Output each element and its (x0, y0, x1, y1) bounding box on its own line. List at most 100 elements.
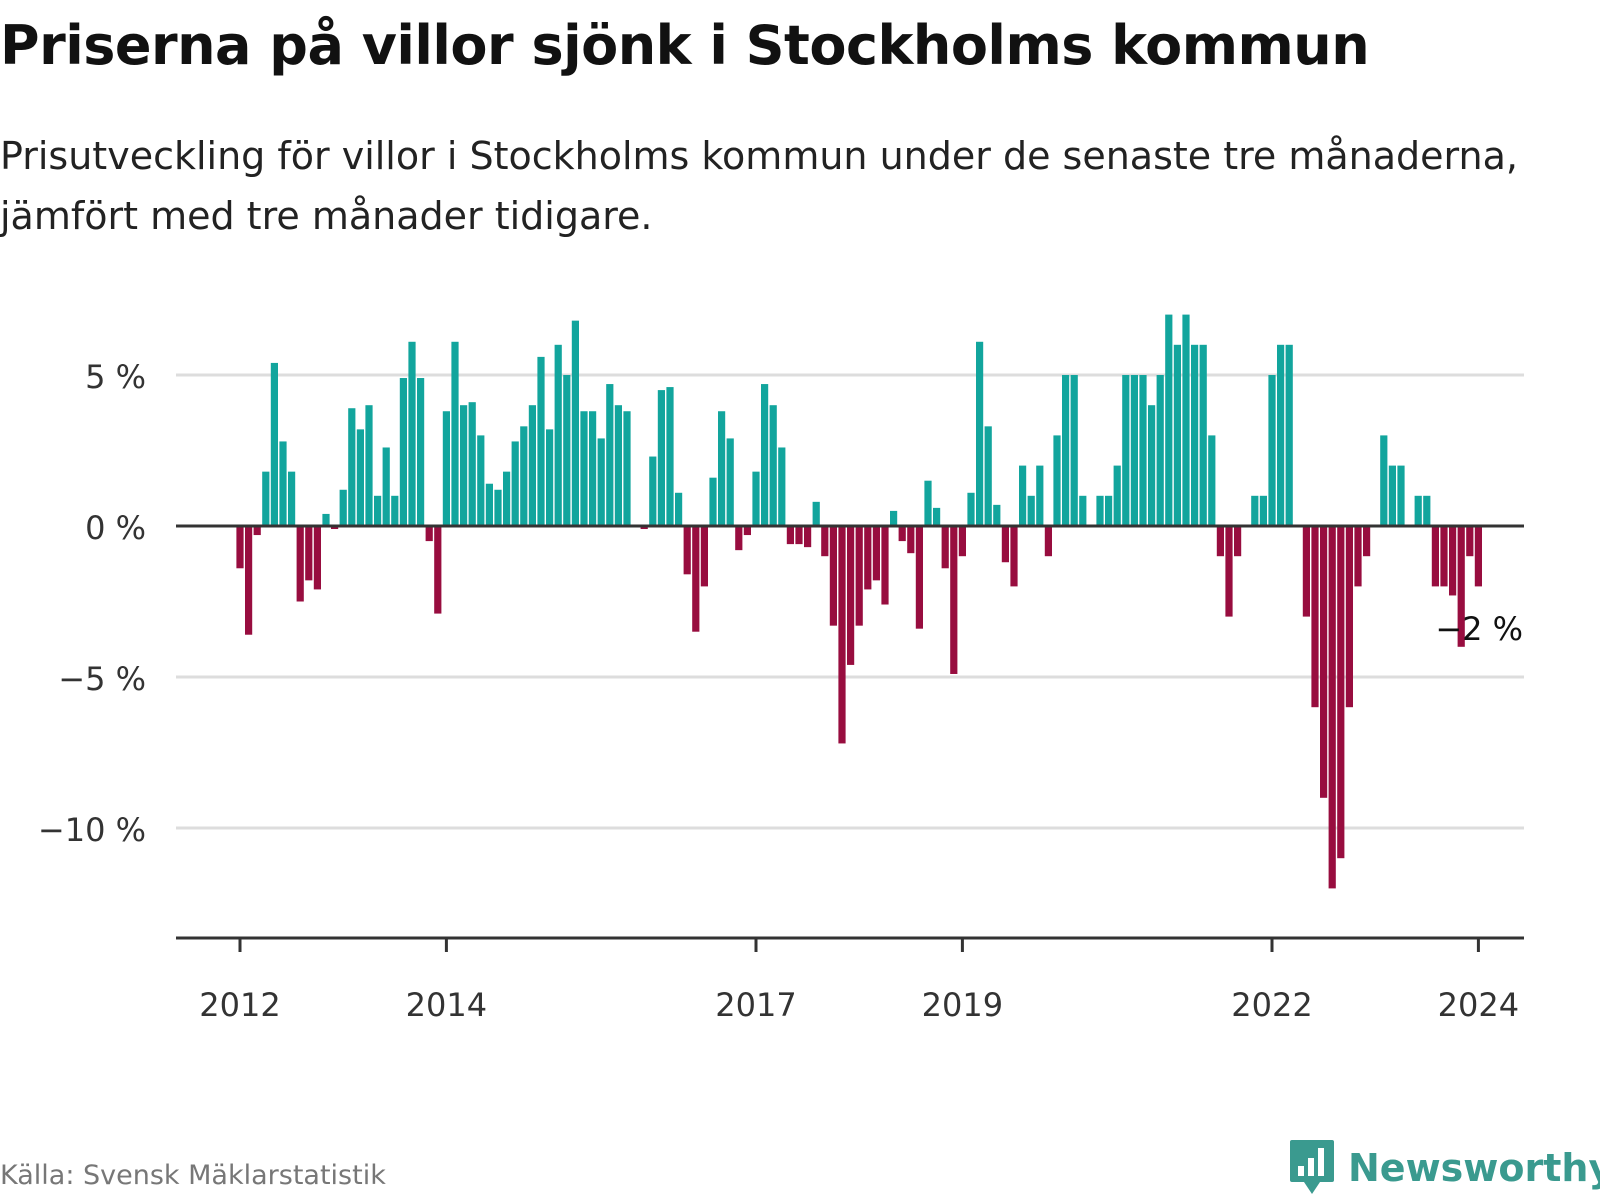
bar (245, 526, 253, 635)
bar (339, 489, 347, 526)
bar-chart-speech-bubble-icon (1290, 1140, 1334, 1194)
bar (1311, 526, 1319, 708)
bar (933, 507, 941, 526)
bar (821, 526, 829, 557)
bar (829, 526, 837, 626)
bar (804, 526, 812, 548)
bar (1027, 495, 1035, 526)
bar (958, 526, 966, 557)
bar (1225, 526, 1233, 617)
bar (1053, 435, 1061, 526)
bar (683, 526, 691, 575)
bar (1148, 405, 1156, 526)
bar (1345, 526, 1353, 708)
bar (726, 438, 734, 526)
bar (1122, 375, 1130, 526)
bar (898, 526, 906, 542)
bar (494, 489, 502, 526)
bar (563, 375, 571, 526)
bar (657, 390, 665, 526)
bar (485, 483, 493, 526)
y-tick-label: −10 % (38, 811, 146, 849)
bar (236, 526, 244, 569)
bar (580, 411, 588, 526)
bar (348, 408, 356, 526)
bar (1139, 375, 1147, 526)
bar (890, 510, 898, 526)
bar (1096, 495, 1104, 526)
bar (752, 471, 760, 526)
bar (1285, 344, 1293, 526)
bar (1251, 495, 1259, 526)
bar (769, 405, 777, 526)
bar (331, 526, 339, 530)
bar (520, 426, 528, 526)
bar (1062, 375, 1070, 526)
bar (1337, 526, 1345, 859)
bar (700, 526, 708, 587)
bar (1363, 526, 1371, 557)
bar (778, 447, 786, 526)
bar (847, 526, 855, 665)
bar (1440, 526, 1448, 587)
source-note: Källa: Svensk Mäklarstatistik (0, 1160, 386, 1191)
chart-subtitle: Prisutveckling för villor i Stockholms k… (0, 134, 1518, 238)
bar (967, 492, 975, 526)
bar (1070, 375, 1078, 526)
bar (1328, 526, 1336, 889)
bar (950, 526, 958, 674)
bar (1354, 526, 1362, 587)
bar (606, 384, 614, 526)
bar (855, 526, 863, 626)
bar (941, 526, 949, 569)
y-tick-label: 5 % (85, 358, 146, 396)
x-tick-label: 2012 (199, 986, 280, 1024)
x-tick-label: 2022 (1231, 986, 1312, 1024)
bar (1182, 314, 1190, 526)
bar (1001, 526, 1009, 563)
bar (468, 402, 476, 526)
bar (872, 526, 880, 581)
bar (1474, 526, 1482, 587)
bar (356, 429, 364, 526)
bar (399, 378, 407, 526)
bar (1079, 495, 1087, 526)
bar (709, 477, 717, 526)
bar (623, 411, 631, 526)
bar (924, 480, 932, 526)
bar (537, 356, 545, 526)
bar (1010, 526, 1018, 587)
bar (675, 492, 683, 526)
bar (503, 471, 511, 526)
bar-chart: 5 % 0 % −5 % −10 % 2012 2014 2017 2019 2022 2024 −… (38, 314, 1524, 1024)
bar (1208, 435, 1216, 526)
bar (864, 526, 872, 590)
bar (270, 362, 278, 526)
bar (1044, 526, 1052, 557)
bar (313, 526, 321, 590)
bar (735, 526, 743, 551)
bar (262, 471, 270, 526)
bar (614, 405, 622, 526)
last-value-annotation: −2 % (1435, 610, 1523, 648)
brand-name: Newsworthy (1348, 1146, 1600, 1190)
bar (1234, 526, 1242, 557)
bar (305, 526, 313, 581)
bar (1397, 465, 1405, 526)
bar (1191, 344, 1199, 526)
bar (1302, 526, 1310, 617)
bar (915, 526, 923, 629)
bar (1277, 344, 1285, 526)
bar (1019, 465, 1027, 526)
bar (984, 426, 992, 526)
x-tick-label: 2014 (406, 986, 487, 1024)
bar (417, 378, 425, 526)
bar (1449, 526, 1457, 596)
bar (322, 513, 330, 526)
bar (666, 387, 674, 526)
bar (1457, 526, 1465, 647)
bar (692, 526, 700, 632)
bar (976, 341, 984, 526)
bar (795, 526, 803, 545)
bar (425, 526, 433, 542)
